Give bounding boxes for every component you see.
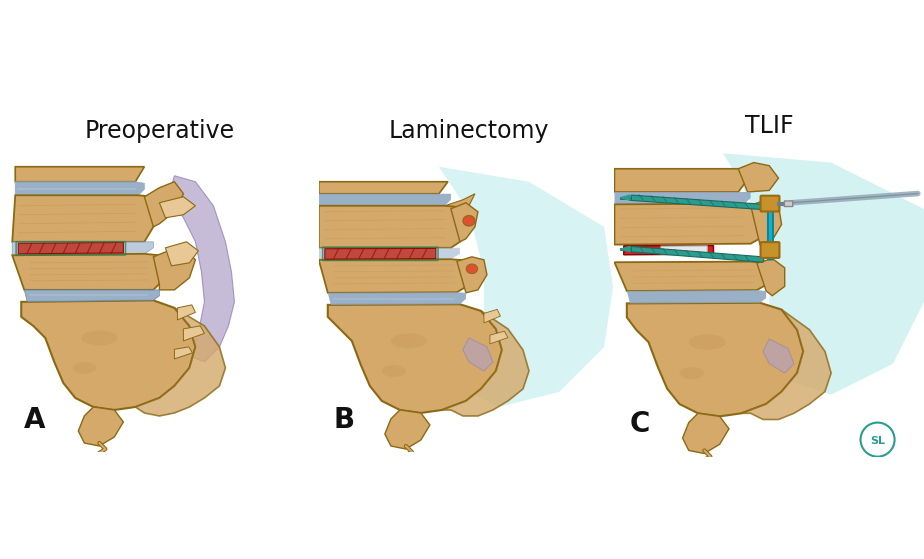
Ellipse shape (382, 365, 406, 377)
Ellipse shape (391, 333, 427, 348)
Text: Preoperative: Preoperative (84, 119, 235, 143)
Polygon shape (630, 247, 764, 262)
Polygon shape (621, 195, 630, 200)
Polygon shape (763, 339, 794, 373)
FancyBboxPatch shape (768, 249, 773, 260)
Polygon shape (12, 195, 153, 242)
Polygon shape (750, 200, 782, 245)
Polygon shape (18, 243, 124, 254)
FancyBboxPatch shape (784, 201, 793, 206)
Polygon shape (319, 259, 466, 293)
Text: B: B (334, 406, 355, 434)
Polygon shape (614, 169, 748, 192)
Polygon shape (626, 303, 803, 416)
Polygon shape (15, 167, 144, 182)
Polygon shape (24, 290, 160, 302)
Text: A: A (24, 406, 46, 434)
FancyBboxPatch shape (768, 210, 773, 244)
Polygon shape (384, 410, 430, 449)
Polygon shape (484, 309, 501, 323)
Polygon shape (738, 163, 779, 192)
Polygon shape (328, 304, 502, 413)
Polygon shape (160, 197, 196, 218)
Polygon shape (451, 203, 478, 242)
Polygon shape (183, 326, 204, 341)
Polygon shape (614, 192, 750, 205)
Polygon shape (621, 247, 630, 252)
Polygon shape (444, 194, 475, 218)
Polygon shape (757, 258, 784, 296)
Ellipse shape (467, 264, 478, 274)
Polygon shape (21, 300, 196, 410)
Polygon shape (328, 292, 466, 305)
Polygon shape (168, 176, 235, 362)
Text: TLIF: TLIF (745, 114, 794, 138)
Polygon shape (79, 407, 124, 446)
Polygon shape (153, 248, 196, 290)
Polygon shape (723, 153, 924, 395)
Polygon shape (144, 182, 183, 227)
Polygon shape (630, 195, 764, 210)
Polygon shape (12, 254, 160, 290)
Polygon shape (324, 248, 436, 259)
Polygon shape (15, 182, 144, 195)
Polygon shape (614, 203, 760, 245)
Ellipse shape (463, 216, 475, 226)
Text: C: C (630, 410, 650, 438)
Ellipse shape (72, 362, 96, 374)
Polygon shape (456, 257, 487, 293)
Polygon shape (175, 347, 192, 359)
Polygon shape (439, 167, 614, 407)
Polygon shape (741, 310, 832, 419)
Polygon shape (624, 245, 713, 255)
Polygon shape (442, 311, 529, 416)
Polygon shape (661, 246, 708, 254)
FancyBboxPatch shape (760, 196, 780, 211)
FancyBboxPatch shape (760, 242, 780, 258)
Text: SL: SL (870, 436, 885, 446)
Text: Laminectomy: Laminectomy (389, 119, 549, 143)
Polygon shape (614, 262, 766, 291)
Ellipse shape (679, 367, 704, 379)
Polygon shape (683, 413, 729, 453)
Polygon shape (626, 290, 766, 304)
Polygon shape (165, 242, 199, 266)
Polygon shape (319, 206, 460, 248)
Ellipse shape (81, 330, 117, 345)
Polygon shape (490, 331, 508, 344)
Polygon shape (319, 248, 460, 260)
Polygon shape (319, 194, 451, 206)
Polygon shape (319, 182, 448, 194)
Polygon shape (463, 338, 493, 371)
Polygon shape (177, 305, 196, 320)
Ellipse shape (688, 334, 726, 350)
Polygon shape (12, 242, 153, 255)
Polygon shape (136, 308, 225, 416)
